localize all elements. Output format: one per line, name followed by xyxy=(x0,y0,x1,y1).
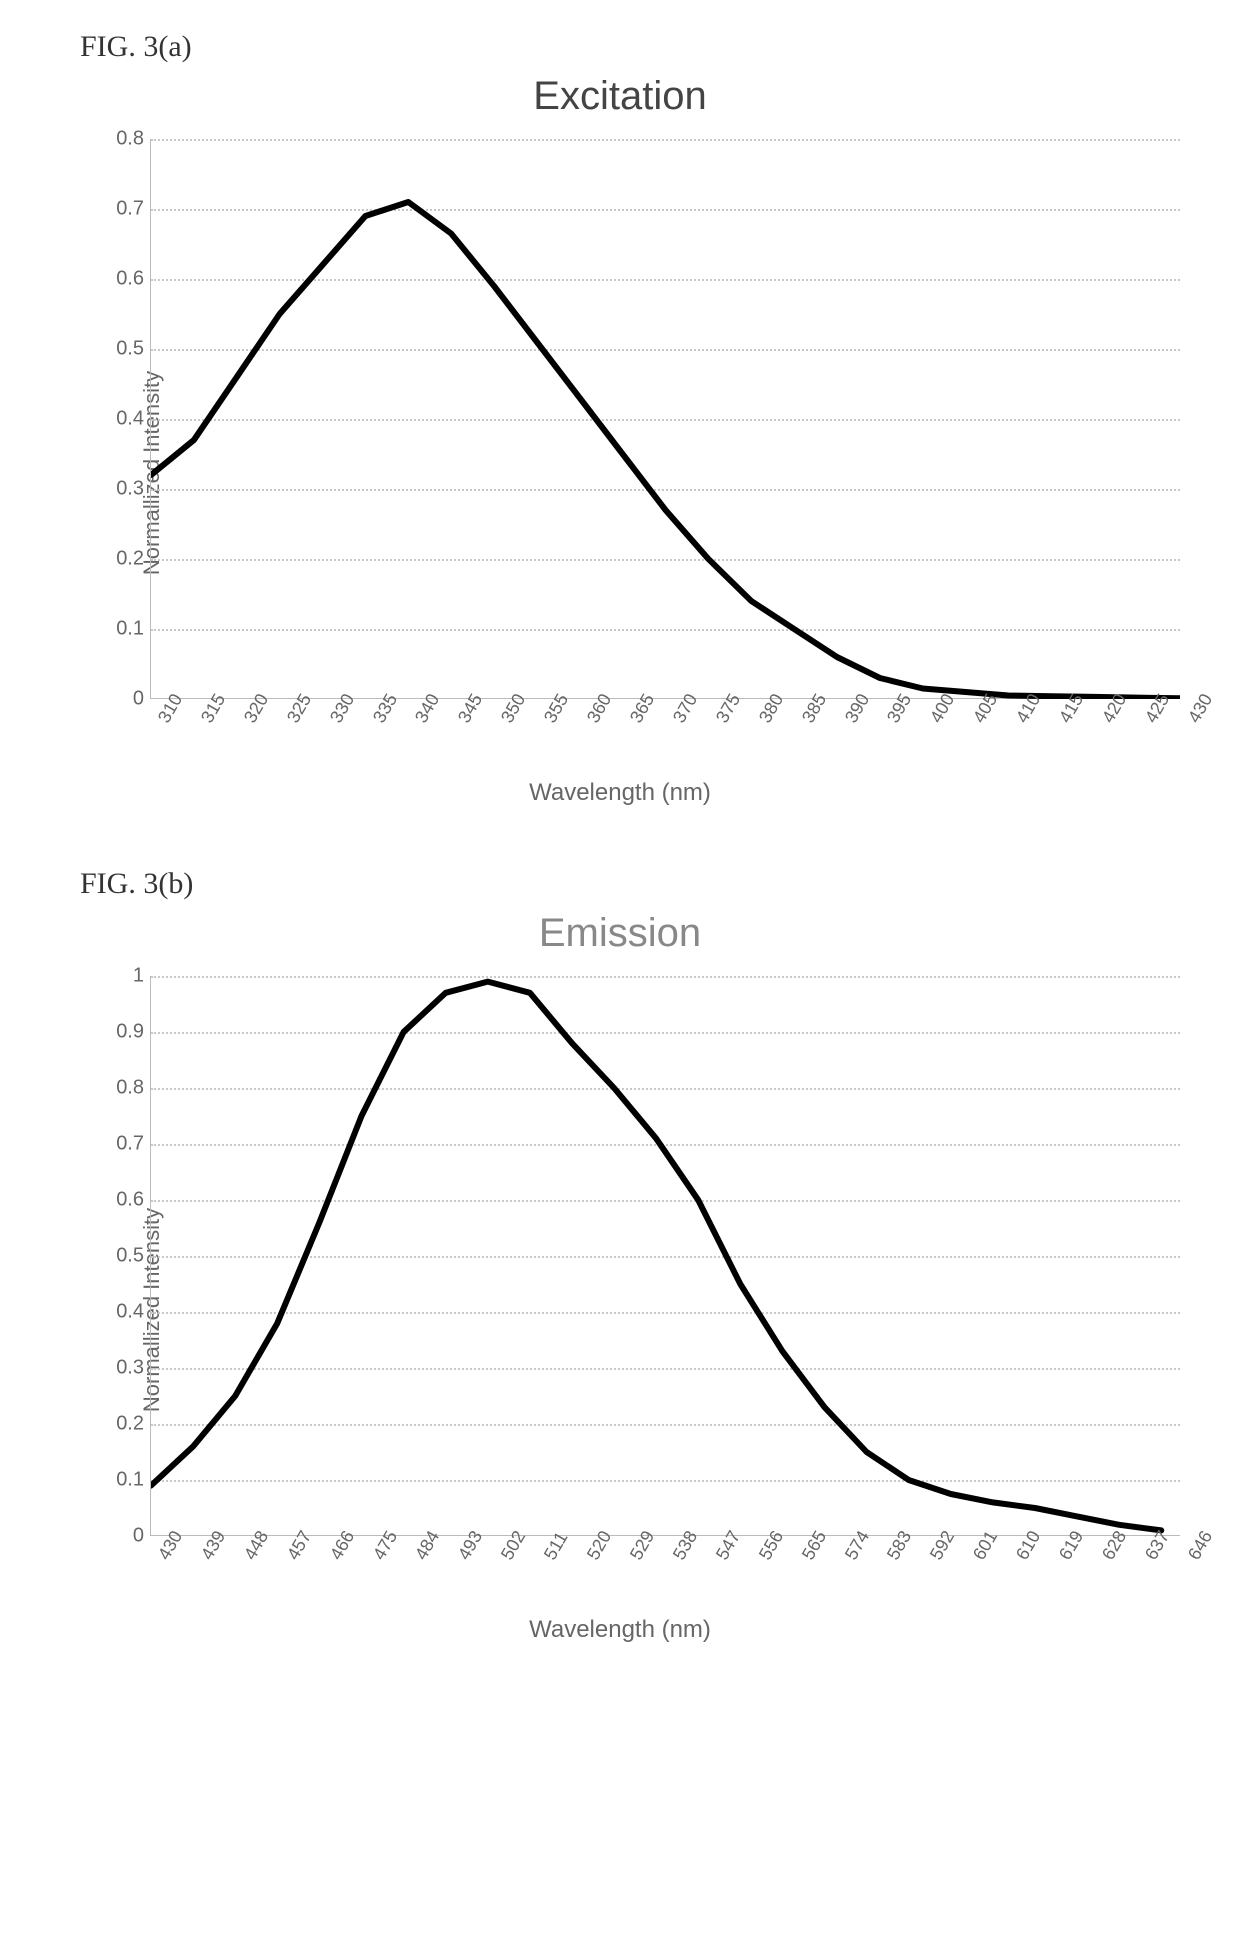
ytick-label: 0.7 xyxy=(96,1133,144,1156)
xtick-label: 315 xyxy=(193,707,245,737)
figure-b-title: Emission xyxy=(20,911,1220,956)
ytick-label: 0.2 xyxy=(96,1413,144,1436)
xtick-label: 320 xyxy=(236,707,288,737)
xtick-label: 466 xyxy=(322,1544,374,1574)
ytick-label: 0.7 xyxy=(96,198,144,221)
ytick-label: 0.4 xyxy=(96,408,144,431)
series-svg xyxy=(151,976,1180,1536)
figure-a-chart: Normallized Intensity 00.10.20.30.40.50.… xyxy=(60,139,1180,807)
xtick-label: 628 xyxy=(1094,1544,1146,1574)
xtick-label: 439 xyxy=(193,1544,245,1574)
xtick-label: 556 xyxy=(751,1544,803,1574)
xtick-label: 415 xyxy=(1051,707,1103,737)
figure-a: FIG. 3(a) Excitation Normallized Intensi… xyxy=(20,30,1220,807)
xtick-label: 538 xyxy=(665,1544,717,1574)
ytick-label: 0.9 xyxy=(96,1021,144,1044)
xtick-label: 520 xyxy=(579,1544,631,1574)
xtick-label: 430 xyxy=(1180,707,1232,737)
ytick-label: 0.3 xyxy=(96,478,144,501)
ytick-label: 0 xyxy=(96,1525,144,1548)
xtick-label: 619 xyxy=(1051,1544,1103,1574)
xtick-label: 405 xyxy=(965,707,1017,737)
xtick-label: 390 xyxy=(837,707,889,737)
xtick-label: 610 xyxy=(1008,1544,1060,1574)
ytick-label: 0.8 xyxy=(96,128,144,151)
xtick-label: 592 xyxy=(922,1544,974,1574)
xtick-label: 330 xyxy=(322,707,374,737)
xtick-label: 420 xyxy=(1094,707,1146,737)
xtick-label: 547 xyxy=(708,1544,760,1574)
xtick-label: 502 xyxy=(493,1544,545,1574)
xtick-label: 574 xyxy=(837,1544,889,1574)
ytick-label: 0.6 xyxy=(96,268,144,291)
xtick-label: 637 xyxy=(1137,1544,1189,1574)
ytick-label: 0.1 xyxy=(96,618,144,641)
xtick-label: 385 xyxy=(794,707,846,737)
xtick-label: 646 xyxy=(1180,1544,1232,1574)
xtick-label: 484 xyxy=(407,1544,459,1574)
ytick-label: 0.8 xyxy=(96,1077,144,1100)
figure-b: FIG. 3(b) Emission Normallized Intensity… xyxy=(20,867,1220,1644)
ytick-label: 0.5 xyxy=(96,338,144,361)
xtick-label: 430 xyxy=(150,1544,202,1574)
xtick-label: 601 xyxy=(965,1544,1017,1574)
xtick-label: 325 xyxy=(279,707,331,737)
xtick-label: 475 xyxy=(365,1544,417,1574)
xtick-label: 511 xyxy=(536,1544,588,1574)
figure-b-chart: Normallized Intensity 00.10.20.30.40.50.… xyxy=(60,976,1180,1644)
xtick-label: 395 xyxy=(879,707,931,737)
xtick-label: 410 xyxy=(1008,707,1060,737)
figure-a-plot-area: 00.10.20.30.40.50.60.70.8 xyxy=(150,139,1180,699)
figure-a-label: FIG. 3(a) xyxy=(80,30,1220,64)
xtick-label: 350 xyxy=(493,707,545,737)
ytick-label: 0.3 xyxy=(96,1357,144,1380)
xtick-label: 457 xyxy=(279,1544,331,1574)
figure-b-label: FIG. 3(b) xyxy=(80,867,1220,901)
xtick-label: 365 xyxy=(622,707,674,737)
xtick-label: 375 xyxy=(708,707,760,737)
xtick-label: 529 xyxy=(622,1544,674,1574)
series-line xyxy=(151,202,1180,698)
xtick-label: 340 xyxy=(407,707,459,737)
ytick-label: 0.2 xyxy=(96,548,144,571)
xtick-label: 425 xyxy=(1137,707,1189,737)
series-line xyxy=(151,982,1161,1531)
figure-b-xticks: 4304394484574664754844935025115205295385… xyxy=(150,1544,1180,1604)
figure-b-xlabel: Wavelength (nm) xyxy=(60,1616,1180,1644)
ytick-label: 1 xyxy=(96,965,144,988)
xtick-label: 400 xyxy=(922,707,974,737)
xtick-label: 380 xyxy=(751,707,803,737)
xtick-label: 355 xyxy=(536,707,588,737)
xtick-label: 360 xyxy=(579,707,631,737)
ytick-label: 0.5 xyxy=(96,1245,144,1268)
series-svg xyxy=(151,139,1180,699)
figure-a-xlabel: Wavelength (nm) xyxy=(60,779,1180,807)
figure-a-xticks: 3103153203253303353403453503553603653703… xyxy=(150,707,1180,767)
ytick-label: 0 xyxy=(96,688,144,711)
figure-b-plot-area: 00.10.20.30.40.50.60.70.80.91 xyxy=(150,976,1180,1536)
xtick-label: 370 xyxy=(665,707,717,737)
xtick-label: 493 xyxy=(450,1544,502,1574)
ytick-label: 0.1 xyxy=(96,1469,144,1492)
xtick-label: 345 xyxy=(450,707,502,737)
ytick-label: 0.6 xyxy=(96,1189,144,1212)
ytick-label: 0.4 xyxy=(96,1301,144,1324)
xtick-label: 583 xyxy=(879,1544,931,1574)
xtick-label: 448 xyxy=(236,1544,288,1574)
figure-a-title: Excitation xyxy=(20,74,1220,119)
xtick-label: 310 xyxy=(150,707,202,737)
xtick-label: 335 xyxy=(365,707,417,737)
xtick-label: 565 xyxy=(794,1544,846,1574)
